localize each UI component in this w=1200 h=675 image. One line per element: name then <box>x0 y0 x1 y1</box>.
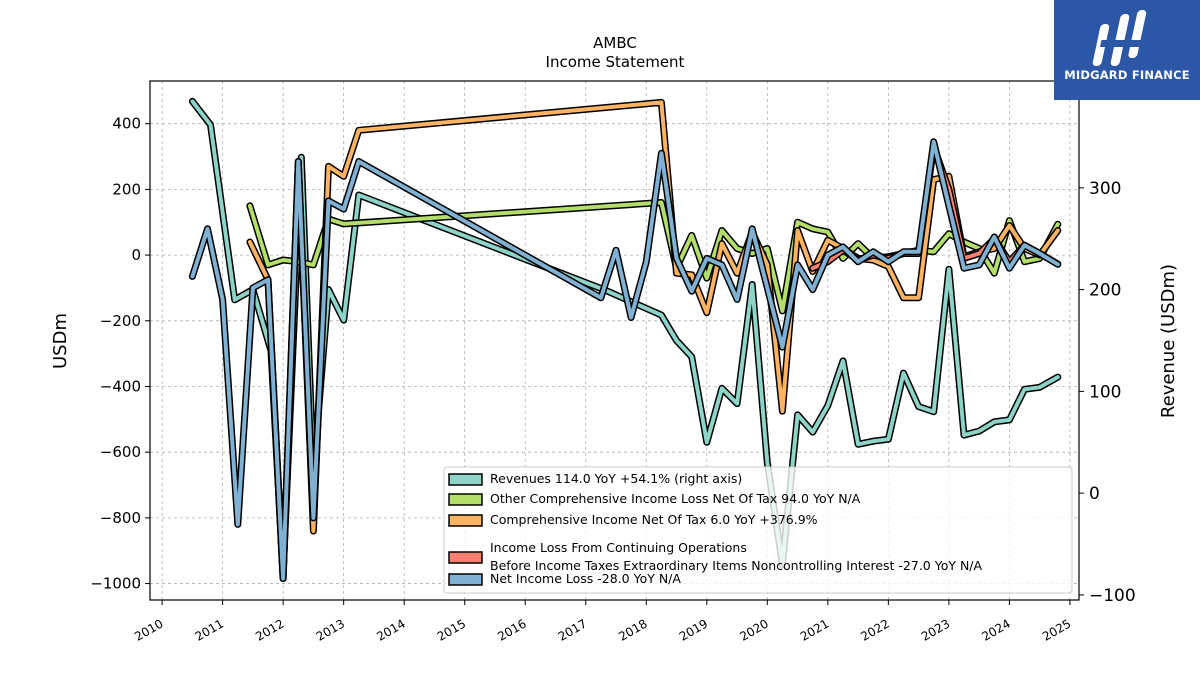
legend: Revenues 114.0 YoY +54.1% (right axis) Ot… <box>443 466 1073 594</box>
series-line-2 <box>247 200 1060 313</box>
y-tick-label: −800 <box>100 509 141 527</box>
legend-box <box>443 466 1073 594</box>
legend-entry: Revenues 114.0 YoY +54.1% (right axis) <box>490 471 742 486</box>
x-tick-label: 2015 <box>435 616 468 643</box>
y-tick-label: −1000 <box>90 575 141 593</box>
legend-entry: Income Loss From Continuing Operations Be… <box>490 540 983 573</box>
legend-swatch <box>448 514 483 527</box>
x-tick-label: 2013 <box>314 616 347 643</box>
x-tick-label: 2022 <box>858 616 891 643</box>
y2-axis-label: Revenue (USDm) <box>1158 264 1179 418</box>
x-tick-label: 2011 <box>193 616 226 643</box>
legend-entry: Other Comprehensive Income Loss Net Of T… <box>490 491 861 506</box>
plot-frame <box>149 80 1080 601</box>
legend-swatch <box>448 573 483 586</box>
x-tick-label: 2021 <box>798 616 831 643</box>
y2-tick-label: 100 <box>1089 382 1121 402</box>
y2-tick-label: 0 <box>1089 484 1100 504</box>
y-tick-label: −600 <box>100 443 141 461</box>
x-tick-label: 2017 <box>556 616 589 643</box>
y-tick-label: −400 <box>100 377 141 395</box>
x-tick-label: 2016 <box>495 616 528 643</box>
y-tick-label: 400 <box>112 115 141 133</box>
logo-text: MIDGARD FINANCE <box>1064 68 1190 82</box>
y2-tick-label: 300 <box>1089 179 1121 199</box>
y-tick-label: 200 <box>112 180 141 198</box>
midgard-logo: MIDGARD FINANCE <box>1054 0 1200 100</box>
x-tick-label: 2010 <box>132 616 165 643</box>
x-tick-label: 2018 <box>616 616 649 643</box>
series-lines <box>188 97 1062 583</box>
y2-tick-label: −100 <box>1089 586 1136 606</box>
legend-swatch <box>448 493 483 506</box>
series-line-5 <box>190 139 1060 581</box>
x-tick-label: 2012 <box>253 616 286 643</box>
x-tick-label: 2014 <box>374 616 407 643</box>
legend-entry: Comprehensive Income Net Of Tax 6.0 YoY … <box>490 512 818 527</box>
x-tick-label: 2024 <box>979 616 1012 643</box>
x-tick-label: 2023 <box>919 616 952 643</box>
chart-subtitle: Income Statement <box>546 53 685 71</box>
x-tick-label: 2025 <box>1040 616 1073 643</box>
y-tick-label: −200 <box>100 312 141 330</box>
legend-entry: Net Income Loss -28.0 YoY N/A <box>490 571 681 586</box>
y-tick-label: 0 <box>131 246 141 264</box>
x-tick-label: 2019 <box>677 616 710 643</box>
legend-swatch <box>448 551 483 564</box>
chart-title: AMBC <box>593 34 637 52</box>
y2-tick-label: 200 <box>1089 281 1121 301</box>
y-axis-label: USDm <box>50 313 71 369</box>
legend-swatch <box>448 473 483 486</box>
x-tick-label: 2020 <box>737 616 770 643</box>
logo-mark-icon <box>1092 10 1147 66</box>
